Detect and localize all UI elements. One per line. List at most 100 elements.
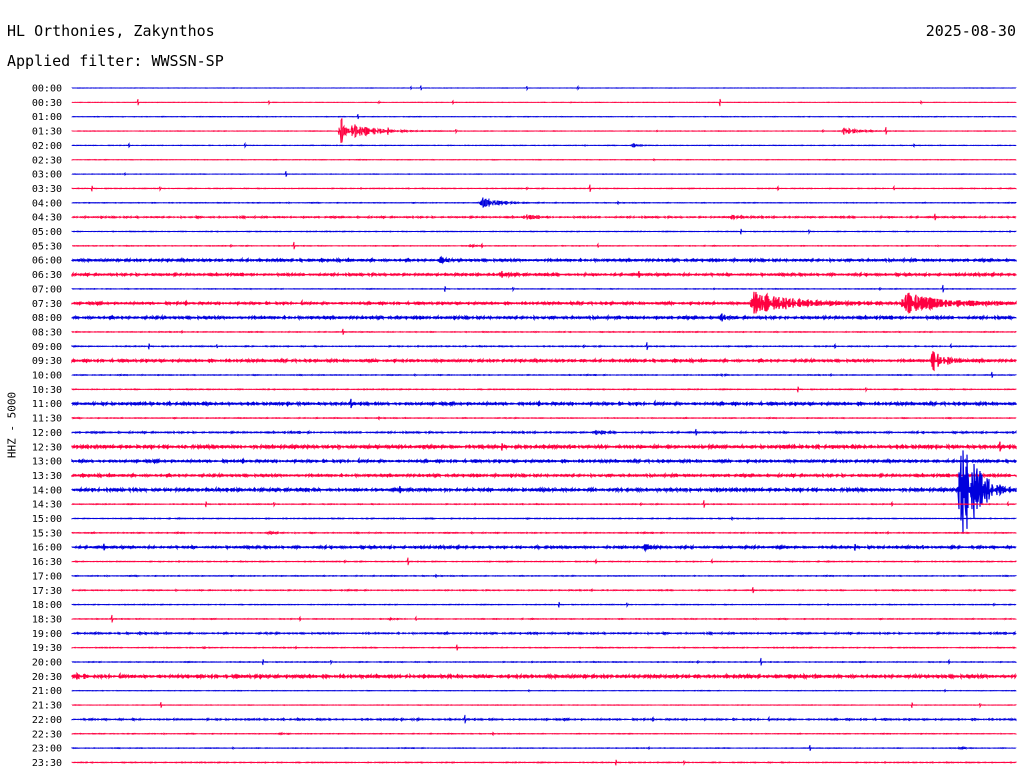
time-tick-label: 06:00 xyxy=(32,256,62,267)
time-tick-label: 14:00 xyxy=(32,485,62,496)
seismic-trace xyxy=(71,371,1017,378)
time-tick-label: 17:30 xyxy=(32,586,62,597)
time-tick-label: 21:30 xyxy=(32,701,62,712)
seismic-trace xyxy=(71,114,1017,120)
seismic-trace xyxy=(71,342,1017,351)
seismic-trace xyxy=(71,328,1017,335)
time-tick-label: 16:30 xyxy=(32,557,62,568)
time-tick-label: 00:30 xyxy=(32,98,62,109)
seismic-trace xyxy=(71,98,1017,107)
time-tick-label: 20:00 xyxy=(32,658,62,669)
time-tick-label: 21:00 xyxy=(32,686,62,697)
time-tick-label: 12:30 xyxy=(32,442,62,453)
seismic-trace xyxy=(71,84,1017,92)
time-tick-label: 10:00 xyxy=(32,371,62,382)
seismic-trace xyxy=(71,614,1017,623)
seismic-trace xyxy=(71,184,1017,193)
seismic-trace xyxy=(71,158,1017,162)
seismic-trace xyxy=(71,586,1017,594)
seismic-trace xyxy=(71,415,1017,421)
time-tick-label: 13:00 xyxy=(32,457,62,468)
time-tick-label: 11:30 xyxy=(32,414,62,425)
seismic-trace xyxy=(71,197,1017,208)
seismic-trace xyxy=(71,141,1017,149)
seismic-trace xyxy=(71,351,1017,372)
time-tick-label: 15:00 xyxy=(32,514,62,525)
seismic-trace xyxy=(71,573,1017,579)
seismic-trace xyxy=(71,759,1017,766)
seismic-trace xyxy=(71,530,1017,536)
time-tick-label: 23:30 xyxy=(32,758,62,769)
seismic-trace xyxy=(71,516,1017,522)
seismic-trace xyxy=(71,456,1017,465)
time-tick-label: 01:30 xyxy=(32,127,62,138)
time-tick-label: 12:00 xyxy=(32,428,62,439)
time-tick-label: 02:30 xyxy=(32,155,62,166)
seismic-trace xyxy=(71,671,1017,681)
seismic-trace xyxy=(71,601,1017,608)
time-tick-label: 04:00 xyxy=(32,198,62,209)
time-tick-label: 19:30 xyxy=(32,643,62,654)
seismic-trace xyxy=(71,644,1017,651)
seismic-trace xyxy=(71,471,1017,479)
seismic-trace xyxy=(71,657,1017,666)
seismic-trace xyxy=(71,630,1017,636)
time-tick-label: 07:30 xyxy=(32,299,62,310)
seismic-trace xyxy=(71,701,1017,709)
time-tick-label: 19:00 xyxy=(32,629,62,640)
time-tick-label: 01:00 xyxy=(32,112,62,123)
time-tick-label: 08:30 xyxy=(32,327,62,338)
time-tick-label: 22:30 xyxy=(32,729,62,740)
time-tick-label: 04:30 xyxy=(32,213,62,224)
seismic-trace xyxy=(71,291,1017,314)
date-label: 2025-08-30 xyxy=(925,22,1016,40)
seismic-trace xyxy=(71,450,1017,534)
time-tick-label: 23:00 xyxy=(32,744,62,755)
time-tick-label: 07:00 xyxy=(32,284,62,295)
seismic-trace xyxy=(71,543,1017,553)
time-tick-label: 14:30 xyxy=(32,500,62,511)
time-tick-label: 16:00 xyxy=(32,543,62,554)
seismic-trace xyxy=(71,270,1017,279)
time-tick-label: 18:00 xyxy=(32,600,62,611)
seismic-trace xyxy=(71,284,1017,293)
seismic-trace xyxy=(71,557,1017,566)
seismic-trace xyxy=(71,171,1017,177)
time-tick-label: 03:00 xyxy=(32,170,62,181)
seismic-trace xyxy=(71,731,1017,737)
time-tick-label: 15:30 xyxy=(32,528,62,539)
time-tick-label: 17:00 xyxy=(32,571,62,582)
time-tick-label: 02:00 xyxy=(32,141,62,152)
seismic-trace xyxy=(71,500,1017,508)
time-tick-label: 00:00 xyxy=(32,84,62,95)
seismic-trace xyxy=(71,241,1017,250)
seismic-trace xyxy=(71,714,1017,724)
time-tick-label: 10:30 xyxy=(32,385,62,396)
seismic-trace xyxy=(71,744,1017,751)
time-tick-label: 05:30 xyxy=(32,241,62,252)
time-tick-label: 09:30 xyxy=(32,356,62,367)
time-tick-label: 05:00 xyxy=(32,227,62,238)
time-tick-label: 08:00 xyxy=(32,313,62,324)
time-tick-label: 06:30 xyxy=(32,270,62,281)
time-tick-label: 09:00 xyxy=(32,342,62,353)
time-tick-label: 13:30 xyxy=(32,471,62,482)
seismic-trace xyxy=(71,118,1017,144)
time-tick-label: 20:30 xyxy=(32,672,62,683)
seismic-trace xyxy=(71,398,1017,409)
time-tick-label: 18:30 xyxy=(32,614,62,625)
station-title: HL Orthonies, Zakynthos xyxy=(7,22,215,40)
seismic-trace xyxy=(71,313,1017,322)
time-tick-label: 22:00 xyxy=(32,715,62,726)
seismic-trace xyxy=(71,441,1017,452)
time-tick-label: 03:30 xyxy=(32,184,62,195)
seismic-trace xyxy=(71,255,1017,265)
filter-label: Applied filter: WWSSN-SP xyxy=(7,52,224,70)
time-tick-label: 11:00 xyxy=(32,399,62,410)
seismic-trace xyxy=(71,228,1017,235)
seismic-trace xyxy=(71,386,1017,393)
seismic-trace xyxy=(71,213,1017,221)
seismic-trace xyxy=(71,428,1017,436)
seismic-trace xyxy=(71,688,1017,693)
